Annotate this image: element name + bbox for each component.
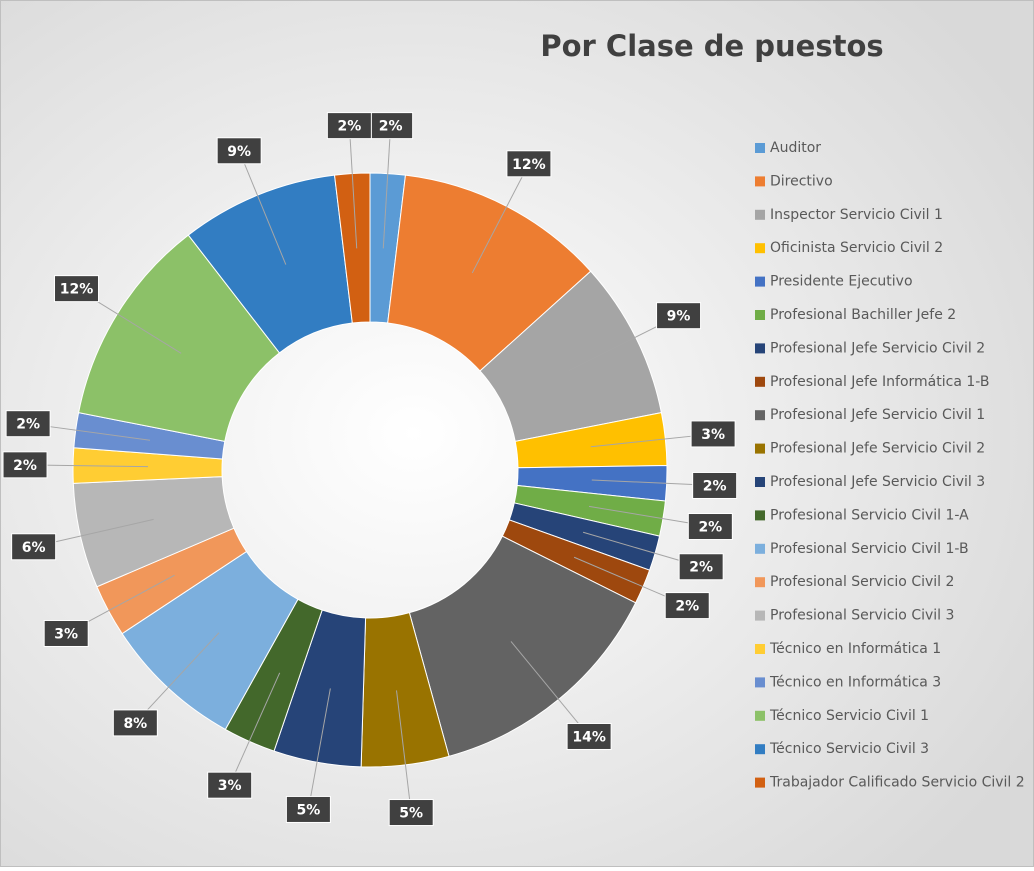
legend-label: Profesional Servicio Civil 2 — [770, 574, 954, 590]
data-label-box — [285, 795, 331, 823]
data-label-box — [678, 553, 724, 581]
leader-line — [134, 632, 220, 724]
chart-title: Por Clase de puestos — [540, 29, 883, 63]
legend-label: Técnico Servicio Civil 3 — [769, 741, 929, 757]
legend-swatch — [755, 644, 765, 654]
legend-swatch — [755, 744, 765, 755]
leader-line — [229, 672, 281, 786]
legend-swatch — [755, 777, 765, 788]
leader-line — [382, 125, 392, 249]
data-label-box — [11, 533, 57, 561]
leader-line — [348, 125, 358, 249]
data-label-box — [506, 150, 552, 178]
data-label: 2% — [379, 119, 403, 135]
data-label-box — [687, 513, 733, 541]
leader-line — [238, 150, 287, 265]
data-label: 12% — [60, 282, 94, 298]
data-label: 14% — [572, 729, 606, 745]
legend-label: Profesional Servicio Civil 1-B — [770, 541, 969, 557]
data-label-box — [692, 471, 738, 499]
data-label-box — [54, 275, 100, 303]
legend-swatch — [755, 209, 765, 220]
legend-label: Profesional Bachiller Jefe 2 — [770, 307, 956, 323]
legend-label: Profesional Jefe Servicio Civil 1 — [770, 407, 985, 423]
data-label: 8% — [123, 716, 147, 732]
data-label: 3% — [218, 778, 242, 794]
legend-swatch — [755, 276, 765, 287]
data-label: 2% — [337, 119, 361, 135]
legend-label: Directivo — [770, 173, 833, 189]
data-label-box — [207, 771, 253, 799]
data-label: 2% — [698, 520, 722, 536]
legend-label: Auditor — [770, 140, 821, 156]
leader-line — [510, 641, 590, 737]
legend-swatch — [755, 543, 765, 554]
data-label: 6% — [22, 540, 46, 556]
legend-label: Profesional Jefe Servicio Civil 3 — [770, 474, 985, 490]
data-label-box — [664, 592, 710, 620]
legend-swatch — [755, 376, 765, 387]
legend-swatch — [755, 677, 765, 688]
data-label-box — [690, 420, 736, 448]
legend-label: Técnico en Informática 3 — [769, 674, 941, 690]
legend-label: Presidente Ejecutivo — [770, 274, 913, 290]
leader-line — [471, 163, 530, 274]
leader-line — [307, 688, 331, 810]
legend-swatch — [755, 510, 765, 521]
data-label-box — [388, 799, 434, 827]
data-label: 3% — [54, 626, 78, 642]
legend-label: Profesional Jefe Servicio Civil 2 — [770, 441, 985, 457]
data-label-box — [5, 410, 51, 438]
data-label: 2% — [13, 458, 37, 474]
legend-swatch — [755, 243, 765, 254]
legend-swatch — [755, 310, 765, 320]
legend-swatch — [755, 343, 765, 354]
data-label: 9% — [667, 309, 691, 325]
data-label: 2% — [16, 417, 40, 433]
data-label-box — [368, 112, 414, 140]
data-label-box — [2, 451, 48, 479]
data-label: 2% — [689, 560, 713, 576]
data-label: 2% — [703, 478, 727, 494]
legend-swatch — [755, 176, 765, 187]
data-label: 5% — [297, 802, 321, 818]
data-label-box — [566, 722, 612, 750]
slice — [408, 535, 637, 757]
legend-label: Inspector Servicio Civil 1 — [770, 207, 943, 223]
data-label: 12% — [512, 157, 546, 173]
legend-label: Trabajador Calificado Servicio Civil 2 — [769, 775, 1025, 791]
data-label: 2% — [675, 599, 699, 615]
legend-swatch — [755, 610, 765, 621]
data-label-box — [216, 137, 262, 165]
data-label: 9% — [227, 144, 251, 160]
slice — [333, 172, 371, 324]
legend-label: Técnico en Informática 1 — [769, 641, 941, 657]
data-label-box — [656, 302, 702, 330]
leader-line — [396, 690, 412, 813]
legend-swatch — [755, 443, 765, 454]
legend-label: Técnico Servicio Civil 1 — [769, 708, 929, 724]
legend-label: Profesional Servicio Civil 1-A — [770, 507, 969, 523]
data-label-box — [43, 619, 89, 647]
legend-swatch — [755, 710, 765, 721]
legend-swatch — [755, 143, 765, 153]
data-label: 5% — [399, 806, 423, 822]
legend-label: Profesional Servicio Civil 3 — [770, 608, 954, 624]
legend-label: Profesional Jefe Informática 1-B — [770, 374, 989, 390]
data-label-box — [326, 112, 372, 140]
legend-swatch — [755, 577, 765, 588]
legend-label: Profesional Jefe Servicio Civil 2 — [770, 340, 985, 356]
legend-label: Oficinista Servicio Civil 2 — [770, 240, 943, 256]
legend-swatch — [755, 477, 765, 487]
legend-swatch — [755, 410, 765, 421]
data-label-box — [112, 709, 158, 737]
data-label: 3% — [701, 427, 725, 443]
